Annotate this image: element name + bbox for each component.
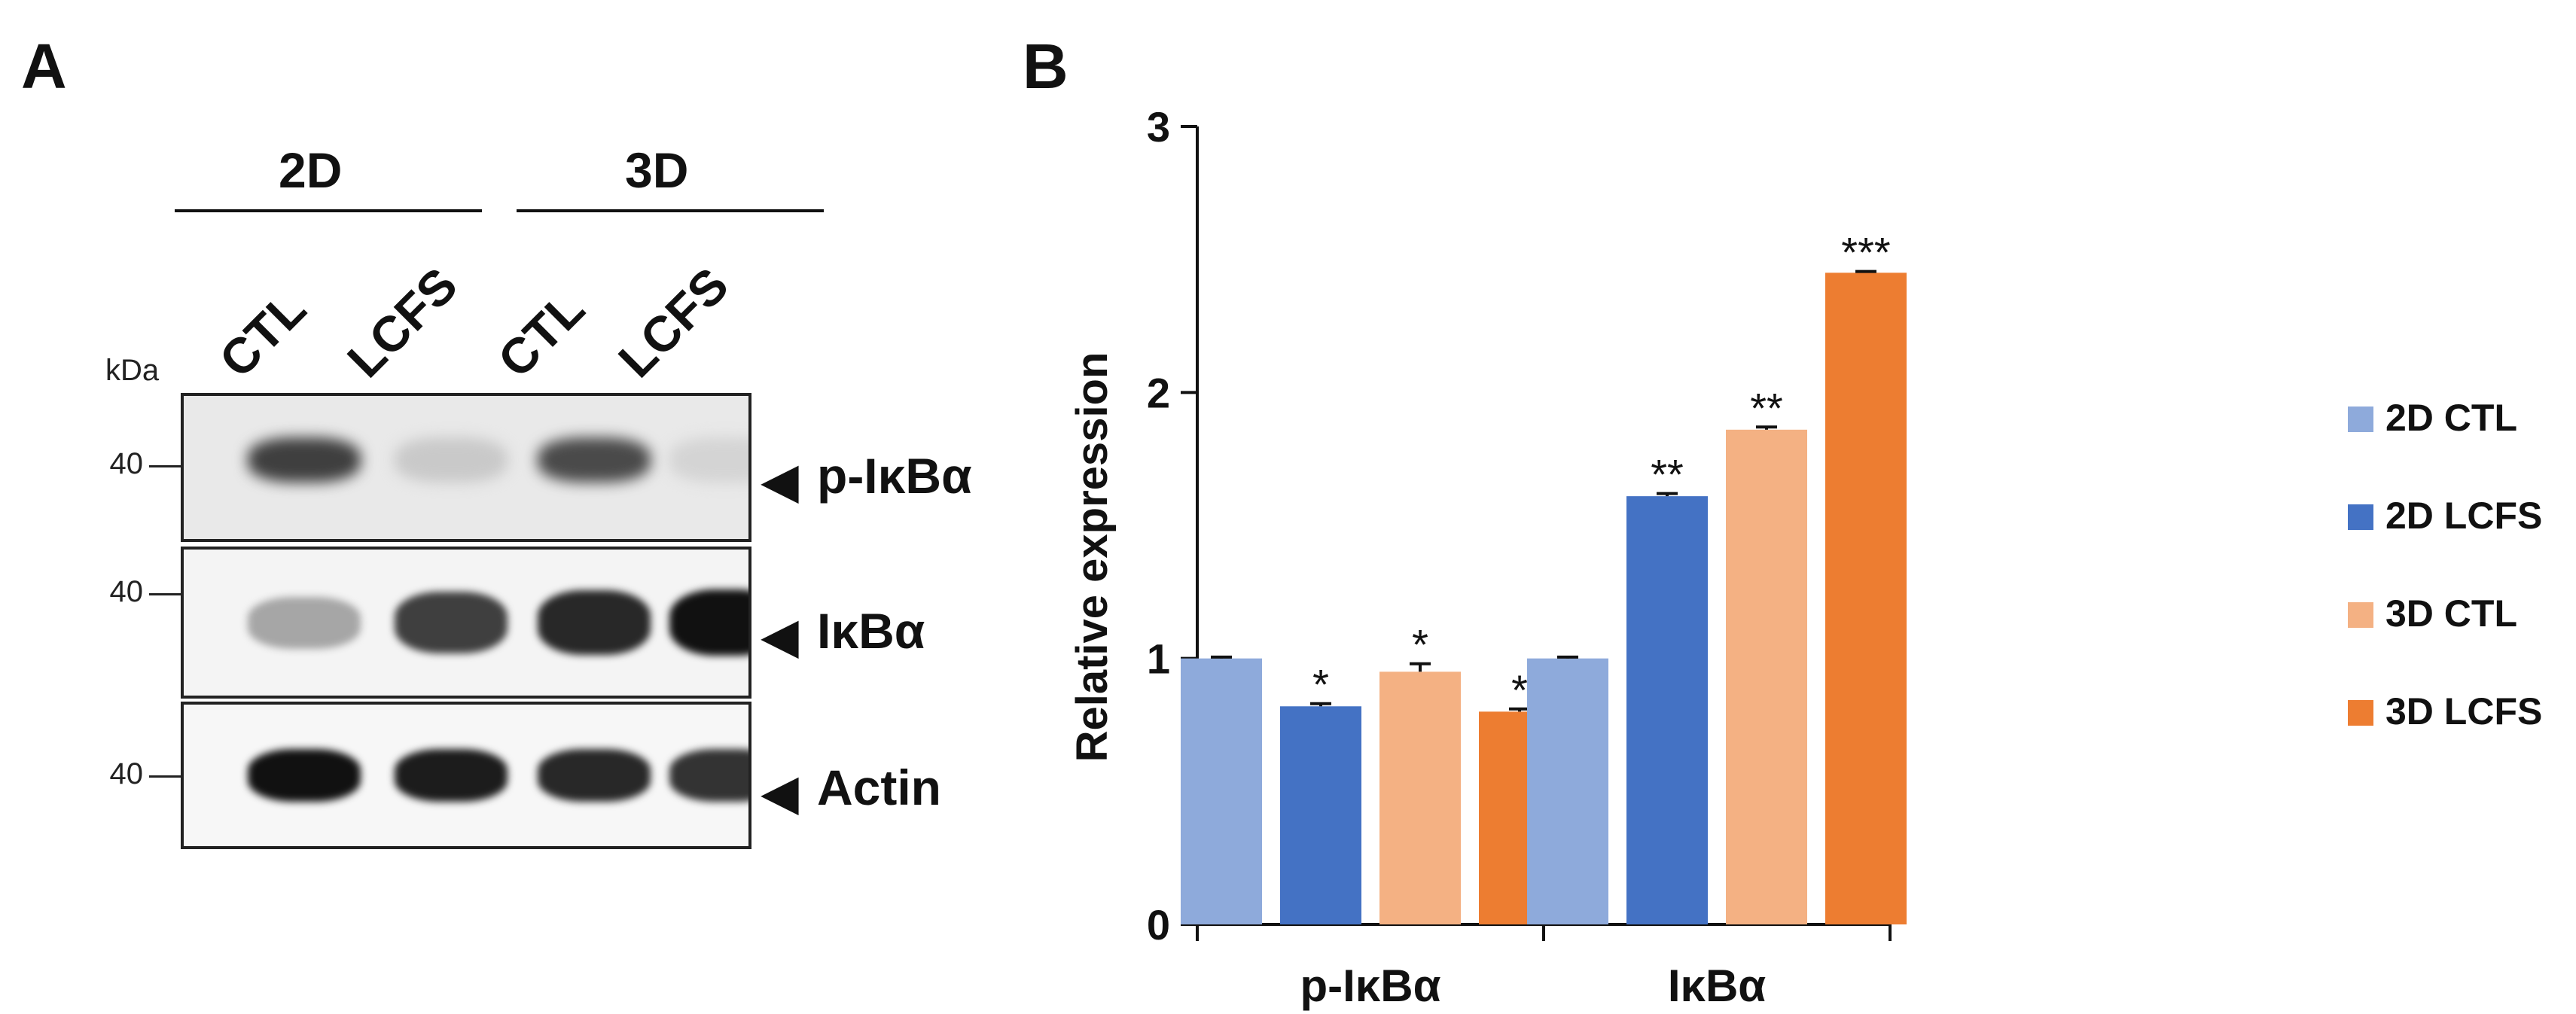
legend-swatch <box>2348 504 2373 530</box>
blot-band <box>669 749 748 802</box>
y-tick-label: 1 <box>1147 635 1170 683</box>
y-tick-label: 3 <box>1147 103 1170 151</box>
blot-band <box>248 596 361 649</box>
y-axis-title: Relative expression <box>1068 352 1117 763</box>
blot-band <box>248 749 361 802</box>
mw-tick <box>149 465 181 467</box>
legend-label: 2D LCFS <box>2385 495 2542 537</box>
legend-label: 2D CTL <box>2385 397 2517 439</box>
blot-arrow: ◀ <box>761 452 799 508</box>
blot-actin <box>181 702 751 849</box>
blot-band <box>538 749 651 802</box>
blot-band <box>248 437 361 483</box>
bar <box>1181 658 1262 924</box>
group-bracket-2d <box>175 209 482 212</box>
panel-b-letter: B <box>1023 31 1069 102</box>
significance-label: * <box>1412 621 1428 668</box>
y-tick-label: 0 <box>1147 901 1170 949</box>
blot-band <box>395 591 508 654</box>
bar <box>1280 706 1361 924</box>
blot-band <box>538 437 651 483</box>
legend-swatch <box>2348 407 2373 432</box>
significance-label: *** <box>1841 229 1890 276</box>
mw-marker: 40 <box>109 575 144 608</box>
bar <box>1825 273 1907 924</box>
blot-p-ikba <box>181 393 751 542</box>
blot-label-actin: Actin <box>817 760 941 815</box>
significance-label: ** <box>1750 384 1783 431</box>
blot-band <box>395 749 508 802</box>
mw-tick <box>149 775 181 778</box>
bar <box>1626 496 1708 924</box>
panel-a-letter: A <box>21 31 67 102</box>
blot-arrow: ◀ <box>761 607 799 663</box>
blot-arrow: ◀ <box>761 764 799 820</box>
bars: ********** <box>1181 229 1907 924</box>
legend-label: 3D CTL <box>2385 592 2517 635</box>
legend-swatch <box>2348 602 2373 628</box>
blot-band <box>669 437 748 483</box>
legend-swatch <box>2348 700 2373 726</box>
kda-label: kDa <box>105 354 160 387</box>
significance-label: * <box>1312 661 1329 708</box>
legend-label: 3D LCFS <box>2385 690 2542 732</box>
bar <box>1527 658 1608 924</box>
x-category-label: IκBα <box>1668 961 1766 1011</box>
significance-label: * <box>1511 666 1528 714</box>
group-bracket-3d <box>517 209 824 212</box>
significance-label: ** <box>1651 451 1684 498</box>
legend: 2D CTL 2D LCFS 3D CTL 3D LCFS <box>2348 397 2542 732</box>
mw-marker: 40 <box>109 757 144 790</box>
mw-tick <box>149 593 181 595</box>
group-label-3d: 3D <box>625 142 689 198</box>
blot-band <box>669 589 748 656</box>
bar <box>1726 429 1807 924</box>
y-tick-label: 2 <box>1147 369 1170 416</box>
mw-marker: 40 <box>109 447 144 480</box>
blot-ikba <box>181 547 751 699</box>
group-label-2d: 2D <box>279 142 343 198</box>
blot-band <box>538 590 651 655</box>
blot-label-ikba: IκBα <box>817 603 925 659</box>
blot-label-p-ikba: p-IκBα <box>817 448 972 504</box>
blot-band <box>395 437 508 483</box>
x-category-label: p-IκBα <box>1300 961 1441 1011</box>
bar <box>1379 671 1461 924</box>
